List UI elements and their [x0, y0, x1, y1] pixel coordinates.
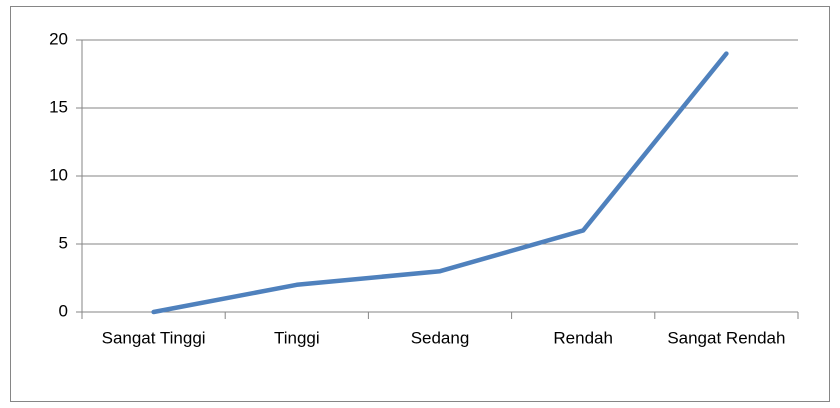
y-tick-label: 0: [59, 301, 68, 320]
chart-frame: [10, 6, 830, 402]
x-tick-label: Tinggi: [274, 328, 320, 347]
x-tick-label: Sedang: [411, 328, 470, 347]
x-tick-label: Sangat Rendah: [667, 328, 785, 347]
y-tick-label: 15: [49, 97, 68, 116]
x-tick-label: Sangat Tinggi: [102, 328, 206, 347]
x-tick-label: Rendah: [553, 328, 613, 347]
y-tick-label: 10: [49, 165, 68, 184]
y-tick-label: 20: [49, 29, 68, 48]
data-line: [151, 51, 729, 315]
y-tick-label: 5: [59, 233, 68, 252]
